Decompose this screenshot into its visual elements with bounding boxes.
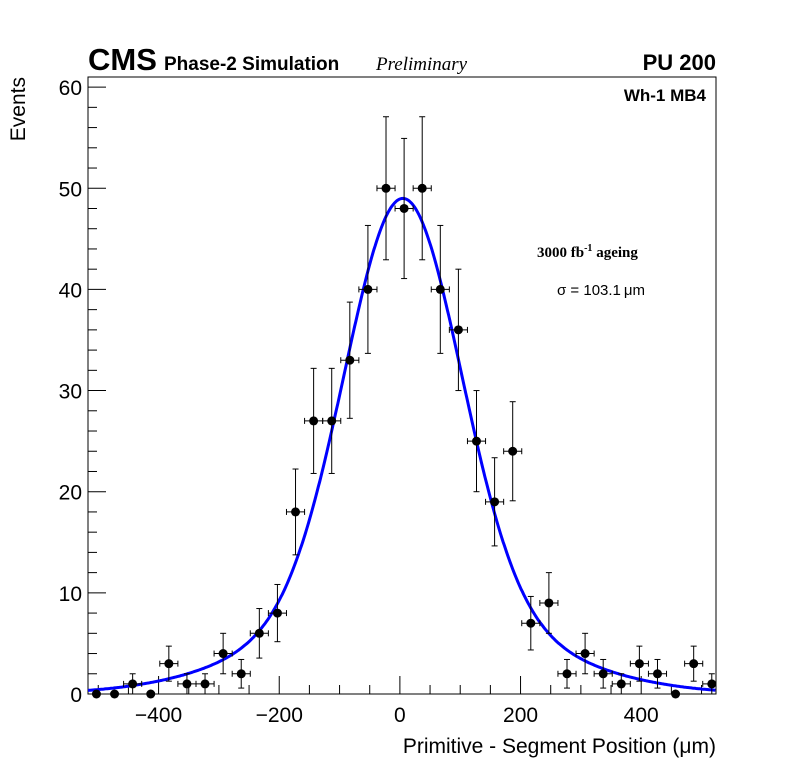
data-point (91, 689, 101, 699)
data-point (557, 658, 577, 689)
data-marker (634, 659, 644, 669)
data-point (684, 645, 704, 682)
data-point (146, 689, 156, 699)
data-point (285, 468, 306, 556)
x-tick-label: 0 (394, 704, 406, 727)
data-marker (254, 628, 264, 638)
data-marker (128, 679, 138, 689)
sigma-label: σ = 103.1 μm (557, 282, 645, 299)
data-marker (272, 608, 282, 618)
region-label: Wh-1 MB4 (624, 86, 707, 105)
data-marker (526, 618, 536, 628)
data-marker (399, 203, 409, 213)
y-axis-title: Events (7, 77, 30, 141)
data-marker (508, 446, 518, 456)
ageing-label: 3000 fb-1 ageing (537, 243, 638, 261)
data-marker (291, 507, 301, 517)
data-marker (671, 689, 681, 699)
data-marker (200, 679, 210, 689)
x-axis-title: Primitive - Segment Position (μm) (403, 735, 716, 758)
data-marker (580, 649, 590, 659)
data-point (629, 645, 649, 682)
y-tick-label: 50 (59, 178, 82, 201)
data-marker (164, 659, 174, 669)
data-marker (345, 355, 355, 365)
data-point (304, 367, 324, 474)
data-marker (435, 284, 445, 294)
fit-curve-group (87, 196, 716, 692)
data-point (195, 673, 215, 694)
data-point (231, 658, 251, 689)
data-point (394, 137, 414, 280)
fit-curve (87, 196, 716, 692)
data-point (647, 658, 668, 689)
data-point (485, 457, 505, 547)
data-marker (707, 679, 717, 689)
data-point (110, 689, 120, 699)
pileup-label: PU 200 (643, 50, 716, 75)
data-point (521, 595, 541, 651)
data-marker (472, 436, 482, 446)
phase2-label: Phase-2 Simulation (164, 54, 339, 75)
axes: −400 −200 0 200 400 0 10 20 30 40 50 60 (59, 77, 703, 727)
x-tick-label: −400 (135, 704, 182, 727)
data-marker (544, 598, 554, 608)
data-marker (689, 659, 699, 669)
data-points-group (91, 116, 717, 699)
data-marker (110, 689, 120, 699)
data-point (249, 608, 269, 659)
data-point (267, 583, 287, 643)
data-marker (453, 325, 463, 335)
data-point (430, 224, 450, 354)
data-point (376, 116, 396, 261)
y-tick-label: 10 (59, 583, 82, 606)
data-point (159, 645, 179, 682)
data-point (123, 673, 143, 694)
data-point (213, 632, 233, 675)
x-tick-label: −200 (256, 704, 303, 727)
x-tick-label: 400 (624, 704, 659, 727)
data-point (671, 689, 681, 699)
data-point (177, 673, 197, 694)
data-marker (652, 669, 662, 679)
data-point (358, 224, 378, 354)
y-tick-label: 30 (59, 381, 82, 404)
data-marker (91, 689, 101, 699)
data-marker (417, 183, 427, 193)
data-point (340, 301, 360, 419)
data-marker (490, 497, 500, 507)
data-point (322, 367, 342, 474)
data-marker (146, 689, 156, 699)
data-marker (182, 679, 192, 689)
data-point (412, 116, 432, 261)
y-tick-label: 60 (59, 77, 82, 100)
data-marker (236, 669, 246, 679)
data-point (611, 673, 631, 694)
y-tick-label: 0 (70, 684, 82, 707)
data-point (448, 268, 468, 392)
data-marker (562, 669, 572, 679)
data-marker (598, 669, 608, 679)
plot-frame (87, 76, 717, 695)
data-marker (309, 416, 319, 426)
data-marker (381, 183, 391, 193)
data-marker (218, 649, 228, 659)
y-tick-label: 20 (59, 482, 82, 505)
data-point (503, 401, 523, 502)
data-point (466, 390, 487, 493)
y-tick-label: 40 (59, 279, 82, 302)
data-point (575, 632, 595, 675)
data-point (593, 658, 613, 689)
data-marker (616, 679, 626, 689)
preliminary-label: Preliminary (375, 54, 468, 75)
data-marker (363, 284, 373, 294)
x-tick-label: 200 (503, 704, 538, 727)
data-point (702, 673, 717, 694)
data-marker (327, 416, 337, 426)
data-point (539, 572, 559, 634)
cms-label: CMS (88, 42, 157, 77)
